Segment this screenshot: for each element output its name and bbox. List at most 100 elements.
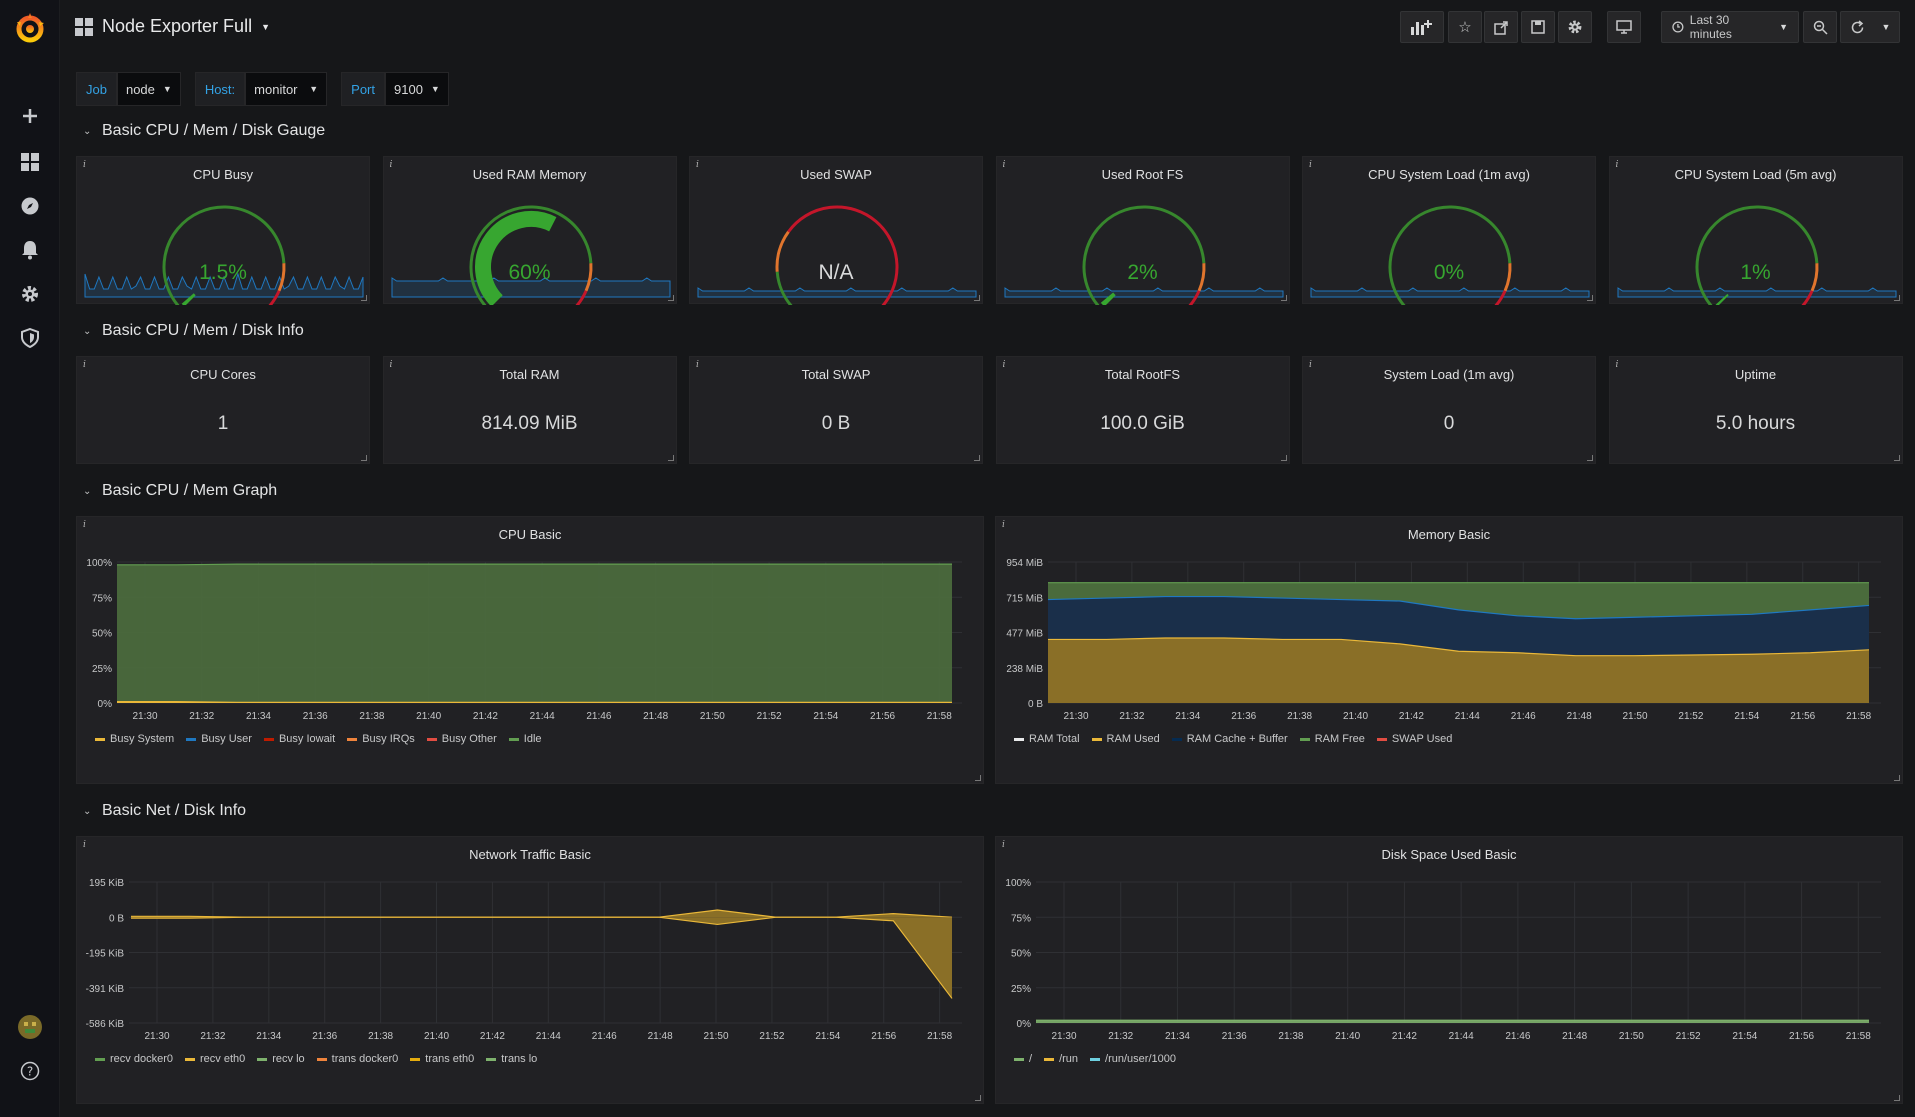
info-icon[interactable]: i xyxy=(1309,160,1312,170)
help-icon[interactable]: ? xyxy=(17,1058,43,1084)
panel-title[interactable]: Memory Basic xyxy=(1407,527,1491,542)
compass-icon[interactable] xyxy=(17,193,43,219)
info-icon[interactable]: i xyxy=(1002,840,1005,850)
legend-item[interactable]: /run/user/1000 xyxy=(1090,1053,1176,1065)
row-header-info[interactable]: ⌄ Basic CPU / Mem / Disk Info xyxy=(83,322,304,340)
avatar[interactable] xyxy=(17,1014,43,1040)
save-button[interactable] xyxy=(1521,11,1555,43)
panel-title[interactable]: Disk Space Used Basic xyxy=(1381,847,1517,862)
legend-item[interactable]: Busy Other xyxy=(426,733,497,745)
x-tick-label: 21:32 xyxy=(1108,1031,1133,1042)
dashboards-icon[interactable] xyxy=(17,149,43,175)
graph-legend: recv docker0 recv eth0 recv lo trans docker… xyxy=(95,1053,537,1065)
resize-handle[interactable] xyxy=(974,455,980,461)
panel-title[interactable]: CPU Basic xyxy=(498,527,562,542)
info-icon[interactable]: i xyxy=(1615,360,1619,370)
legend-item[interactable]: RAM Used xyxy=(1091,733,1160,745)
legend-item[interactable]: RAM Free xyxy=(1299,733,1365,745)
legend-item[interactable]: Busy User xyxy=(186,733,252,745)
legend-item[interactable]: trans docker0 xyxy=(316,1053,398,1065)
resize-handle[interactable] xyxy=(1894,775,1900,781)
panel-title[interactable]: CPU Cores xyxy=(190,367,256,382)
refresh-button[interactable]: ▼ xyxy=(1840,11,1900,43)
legend-item[interactable]: Busy System xyxy=(95,733,174,745)
resize-handle[interactable] xyxy=(1893,295,1900,301)
plus-icon[interactable] xyxy=(17,103,43,129)
panel-title[interactable]: System Load (1m avg) xyxy=(1383,367,1515,382)
legend-item[interactable]: /run xyxy=(1044,1053,1078,1065)
info-icon[interactable]: i xyxy=(696,360,699,370)
resize-handle[interactable] xyxy=(667,295,674,301)
resize-handle[interactable] xyxy=(1587,455,1593,461)
panel-title[interactable]: Network Traffic Basic xyxy=(469,847,591,862)
legend-label: / xyxy=(1029,1053,1033,1065)
info-icon[interactable]: i xyxy=(83,840,86,850)
gear-icon[interactable] xyxy=(17,281,43,307)
info-icon[interactable]: i xyxy=(389,360,393,370)
resize-handle[interactable] xyxy=(1893,455,1900,461)
legend-item[interactable]: recv lo xyxy=(257,1053,305,1065)
panel-title[interactable]: Used Root FS xyxy=(1101,167,1184,182)
legend-label: SWAP Used xyxy=(1391,733,1453,745)
legend-item[interactable]: recv eth0 xyxy=(184,1053,245,1065)
zoom-out-button[interactable] xyxy=(1803,11,1837,43)
info-icon[interactable]: i xyxy=(83,520,86,530)
info-icon[interactable]: i xyxy=(1002,520,1005,530)
info-icon[interactable]: i xyxy=(389,160,393,170)
panel-title[interactable]: Total RAM xyxy=(499,367,560,382)
cycle-view-mode-button[interactable] xyxy=(1607,11,1641,43)
x-tick-label: 21:46 xyxy=(1505,1031,1530,1042)
resize-handle[interactable] xyxy=(1280,295,1287,301)
bell-icon[interactable] xyxy=(17,237,43,263)
panel-title[interactable]: CPU Busy xyxy=(193,167,253,182)
legend-item[interactable]: Busy IRQs xyxy=(347,733,415,745)
grafana-logo-icon[interactable] xyxy=(11,10,49,48)
info-icon[interactable]: i xyxy=(1002,360,1006,370)
share-button[interactable] xyxy=(1484,11,1518,43)
info-icon[interactable]: i xyxy=(83,360,86,370)
row-header-graph[interactable]: ⌄ Basic CPU / Mem Graph xyxy=(83,482,277,500)
legend-item[interactable]: RAM Total xyxy=(1014,733,1080,745)
panel-title[interactable]: CPU System Load (1m avg) xyxy=(1368,167,1530,182)
resize-handle[interactable] xyxy=(361,295,367,301)
legend-item[interactable]: RAM Cache + Buffer xyxy=(1171,733,1288,745)
resize-handle[interactable] xyxy=(1587,295,1593,301)
panel-title[interactable]: Used RAM Memory xyxy=(472,167,587,182)
panel-title[interactable]: Used SWAP xyxy=(800,167,872,182)
resize-handle[interactable] xyxy=(667,455,674,461)
legend-item[interactable]: trans lo xyxy=(486,1053,537,1065)
gauge-threshold-orange xyxy=(277,263,286,292)
legend-item[interactable]: SWAP Used xyxy=(1376,733,1453,745)
resize-handle[interactable] xyxy=(974,295,980,301)
star-button[interactable]: ☆ xyxy=(1448,11,1482,43)
resize-handle[interactable] xyxy=(1280,455,1287,461)
legend-item[interactable]: trans eth0 xyxy=(410,1053,474,1065)
info-icon[interactable]: i xyxy=(1002,160,1006,170)
resize-handle[interactable] xyxy=(975,1095,981,1101)
settings-button[interactable] xyxy=(1558,11,1592,43)
row-header-net-disk[interactable]: ⌄ Basic Net / Disk Info xyxy=(83,802,246,820)
resize-handle[interactable] xyxy=(361,455,367,461)
variable-host-select[interactable]: monitor ▼ xyxy=(245,72,328,106)
info-icon[interactable]: i xyxy=(1309,360,1312,370)
resize-handle[interactable] xyxy=(975,775,981,781)
panel-title[interactable]: Total RootFS xyxy=(1104,367,1181,382)
legend-item[interactable]: Busy Iowait xyxy=(263,733,335,745)
resize-handle[interactable] xyxy=(1894,1095,1900,1101)
panel-title[interactable]: CPU System Load (5m avg) xyxy=(1674,167,1837,182)
legend-item[interactable]: Idle xyxy=(508,733,542,745)
time-range-picker[interactable]: Last 30 minutes ▼ xyxy=(1661,11,1799,43)
add-panel-button[interactable] xyxy=(1400,11,1444,43)
info-icon[interactable]: i xyxy=(83,160,86,170)
dashboard-title[interactable]: Node Exporter Full ▼ xyxy=(75,16,270,37)
panel-title[interactable]: Uptime xyxy=(1734,367,1777,382)
info-icon[interactable]: i xyxy=(1615,160,1619,170)
shield-icon[interactable] xyxy=(17,325,43,351)
panel-title[interactable]: Total SWAP xyxy=(801,367,871,382)
legend-item[interactable]: recv docker0 xyxy=(95,1053,173,1065)
row-header-gauge[interactable]: ⌄ Basic CPU / Mem / Disk Gauge xyxy=(83,122,325,140)
variable-job-select[interactable]: node ▼ xyxy=(116,72,181,106)
variable-port-select[interactable]: 9100 ▼ xyxy=(385,72,449,106)
info-icon[interactable]: i xyxy=(696,160,699,170)
legend-item[interactable]: / xyxy=(1014,1053,1032,1065)
